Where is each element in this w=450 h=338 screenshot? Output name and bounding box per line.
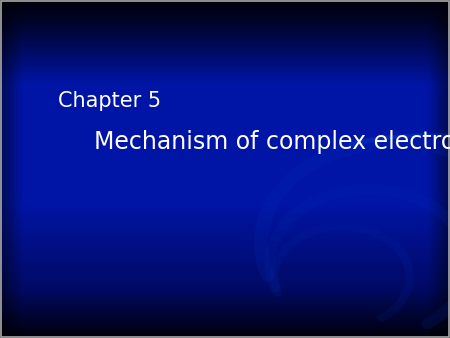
Text: Mechanism of complex electrode reaction: Mechanism of complex electrode reaction	[94, 130, 450, 154]
Text: Chapter 5: Chapter 5	[58, 91, 162, 112]
